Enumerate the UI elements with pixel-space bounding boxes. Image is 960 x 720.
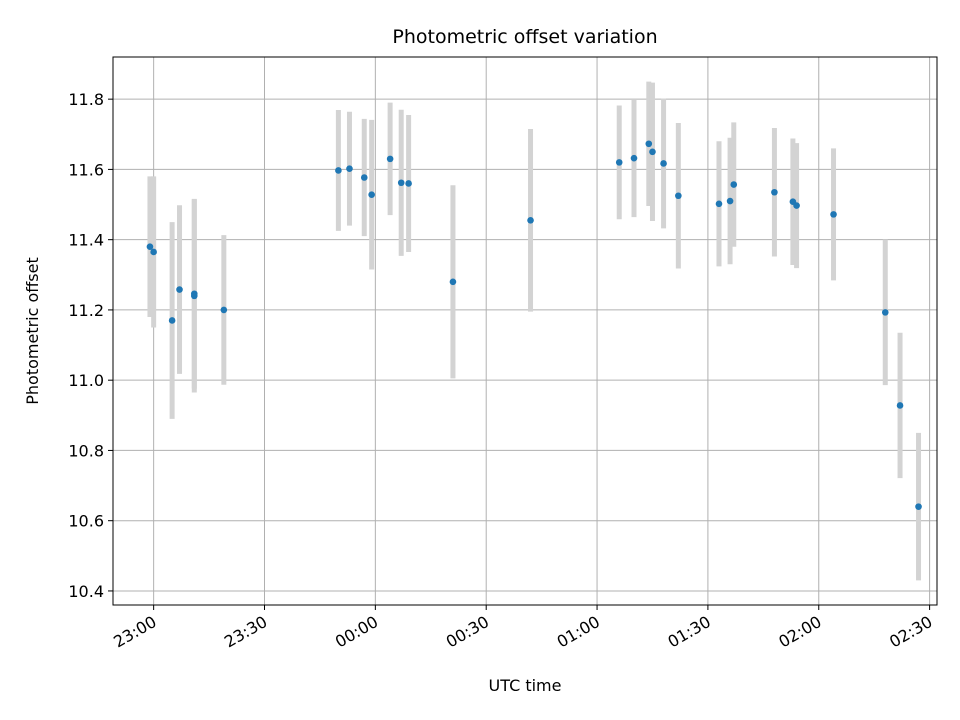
data-point: [527, 217, 534, 224]
x-axis-label: UTC time: [489, 676, 562, 695]
data-point: [368, 191, 375, 199]
plot-frame: [112, 56, 938, 606]
chart-title: Photometric offset variation: [392, 26, 657, 48]
data-point: [660, 160, 667, 167]
y-tick-label: 11.4: [68, 231, 104, 250]
data-point: [915, 503, 922, 510]
data-point: [896, 402, 904, 409]
data-point: [649, 148, 656, 156]
data-point: [405, 180, 412, 187]
data-point: [360, 174, 368, 181]
data-point: [715, 200, 723, 208]
data-point: [146, 243, 154, 250]
data-point: [397, 179, 405, 187]
y-tick-label: 11.6: [68, 160, 104, 179]
data-point: [645, 140, 653, 148]
data-point: [386, 155, 394, 163]
data-point: [830, 211, 837, 218]
data-point: [793, 202, 800, 209]
data-point: [449, 278, 457, 286]
data-point: [730, 181, 738, 188]
y-tick-label: 10.8: [68, 441, 104, 460]
y-axis-label: Photometric offset: [23, 257, 42, 405]
y-tick-label: 11.0: [68, 371, 104, 390]
data-point: [346, 165, 353, 173]
data-point: [220, 306, 228, 314]
data-points: [146, 140, 922, 510]
data-point: [615, 159, 623, 166]
data-point: [771, 188, 778, 196]
grid: [113, 57, 937, 605]
y-tick-label: 10.4: [68, 582, 104, 601]
data-point: [176, 286, 183, 293]
data-point: [190, 290, 198, 298]
data-point: [675, 192, 682, 200]
y-tick-label: 11.8: [68, 90, 104, 109]
data-point: [726, 197, 734, 205]
y-tick-label: 11.2: [68, 301, 104, 320]
data-point: [630, 154, 638, 162]
data-point: [881, 309, 889, 316]
y-tick-label: 10.6: [68, 512, 104, 531]
data-point: [150, 248, 157, 256]
data-point: [168, 317, 176, 324]
y-axis-ticks: 10.4 10.6 10.8 11.0 11.2 11.4 11.6 11.8: [68, 90, 113, 601]
data-point: [335, 167, 342, 174]
